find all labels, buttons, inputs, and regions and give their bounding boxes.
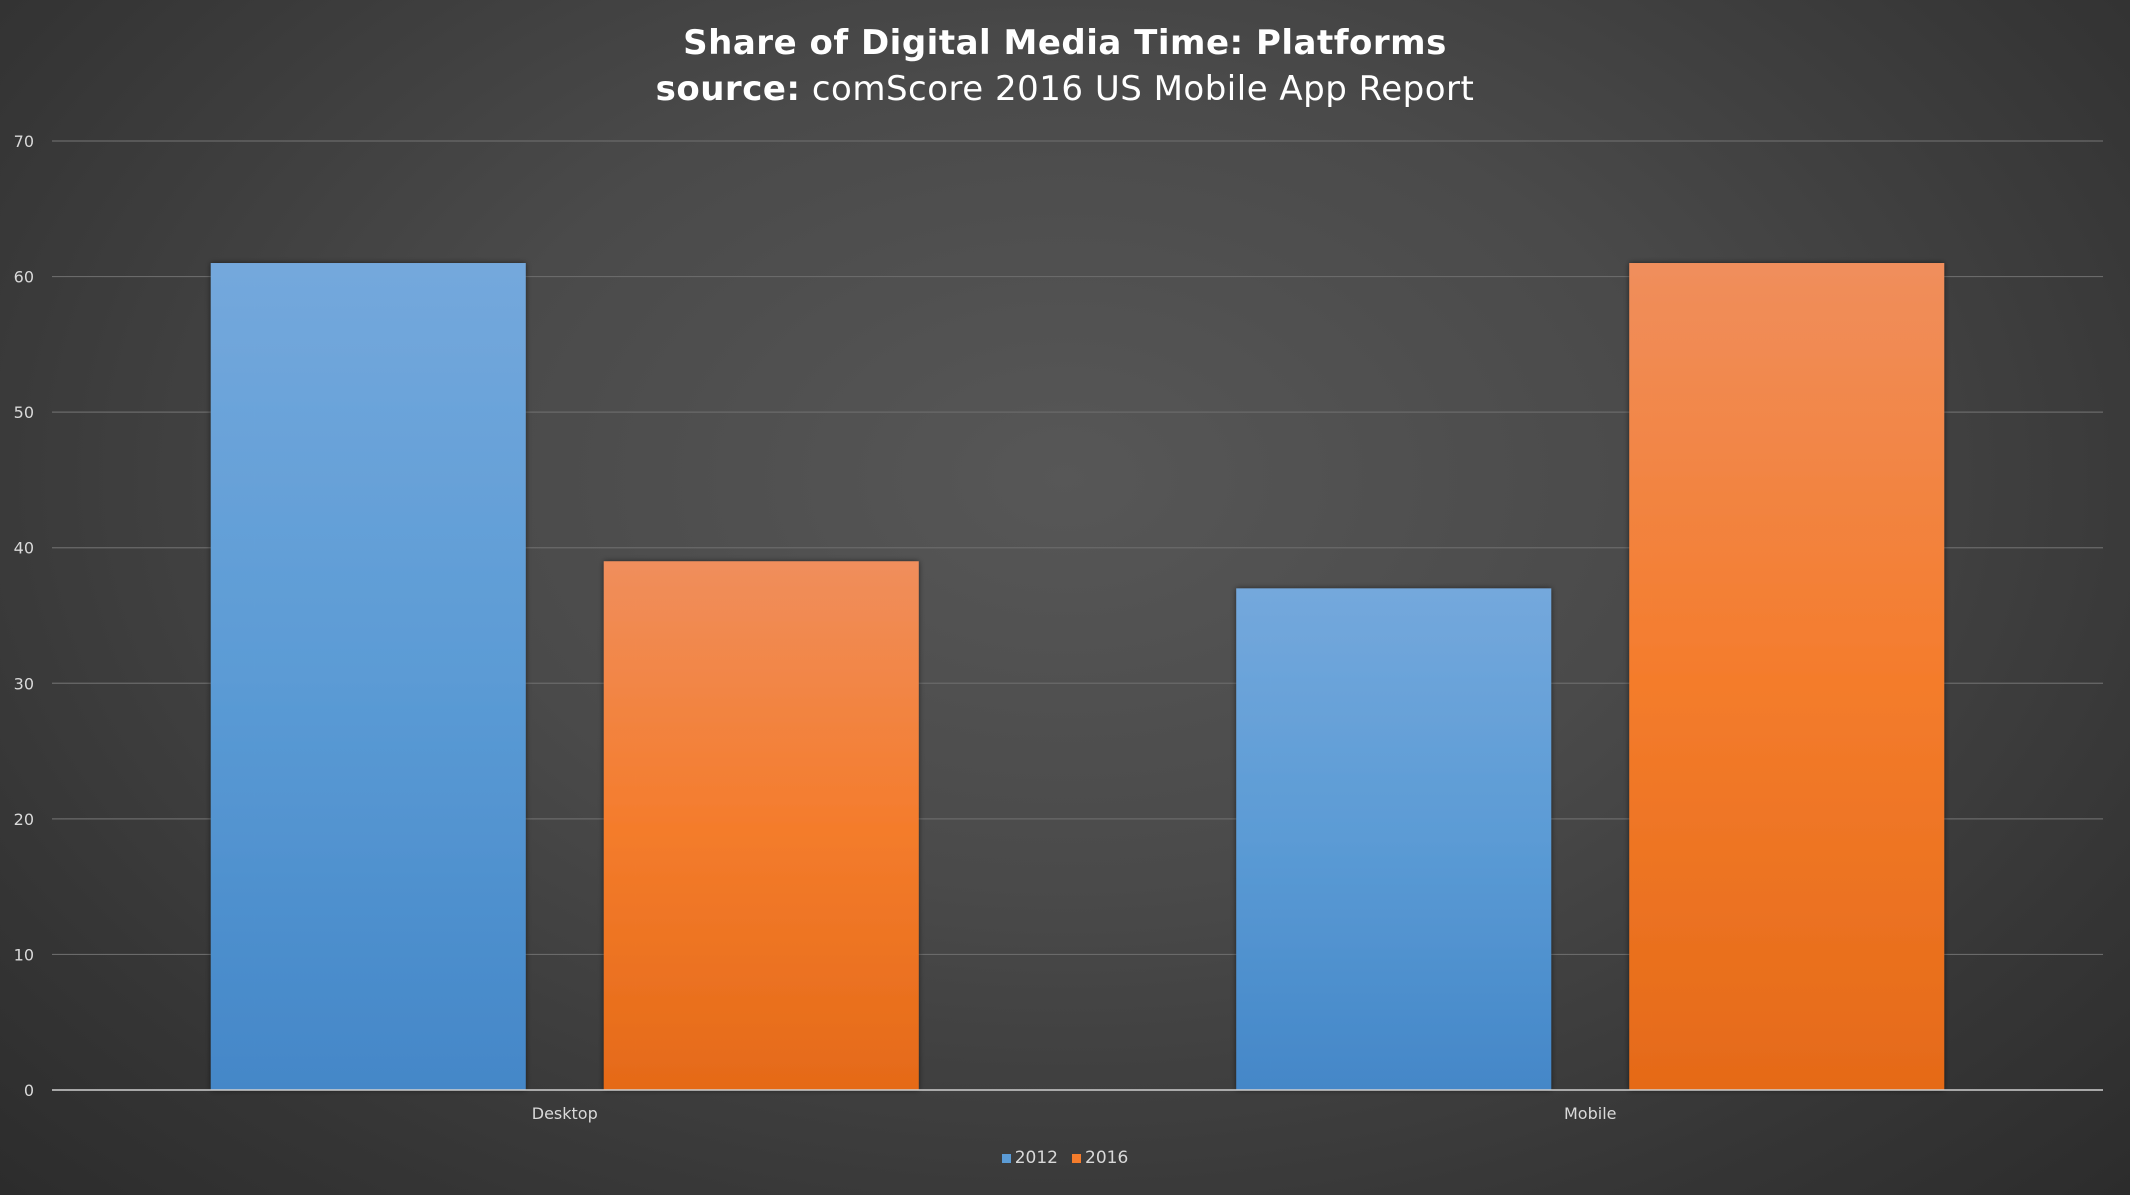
legend-label: 2012 <box>1014 1148 1058 1168</box>
x-category-label: Mobile <box>1564 1104 1616 1123</box>
legend-label: 2016 <box>1085 1148 1129 1168</box>
y-tick-label: 40 <box>14 539 34 558</box>
chart-title: Share of Digital Media Time: Platforms <box>683 23 1447 63</box>
y-tick-label: 60 <box>14 268 34 287</box>
x-category-label: Desktop <box>532 1104 598 1123</box>
y-tick-label: 70 <box>14 132 34 151</box>
y-tick-label: 30 <box>14 674 34 693</box>
subtitle-source: comScore 2016 US Mobile App Report <box>811 69 1475 109</box>
legend-item: 2016 <box>1072 1148 1128 1168</box>
bar-mobile-2012 <box>1236 588 1552 1090</box>
subtitle-lead: source: <box>655 69 801 109</box>
bar-desktop-2016 <box>603 561 919 1090</box>
legend-swatch <box>1001 1153 1011 1163</box>
legend-swatch <box>1072 1153 1081 1163</box>
legend-item: 2012 <box>1001 1148 1058 1168</box>
axes: 0 10 20 30 40 50 60 70 Desktop Mobile <box>14 132 2103 1123</box>
y-tick-label: 10 <box>14 945 34 964</box>
y-tick-label: 50 <box>14 403 34 422</box>
bars <box>210 263 1945 1090</box>
bar-desktop-2012 <box>210 263 526 1090</box>
legend: 2012 2016 <box>0 1148 2130 1168</box>
chart-subtitle: source: comScore 2016 US Mobile App Repo… <box>0 64 2130 114</box>
y-tick-label: 20 <box>14 810 34 829</box>
y-tick-label: 0 <box>24 1081 34 1100</box>
bar-mobile-2016 <box>1629 263 1945 1090</box>
